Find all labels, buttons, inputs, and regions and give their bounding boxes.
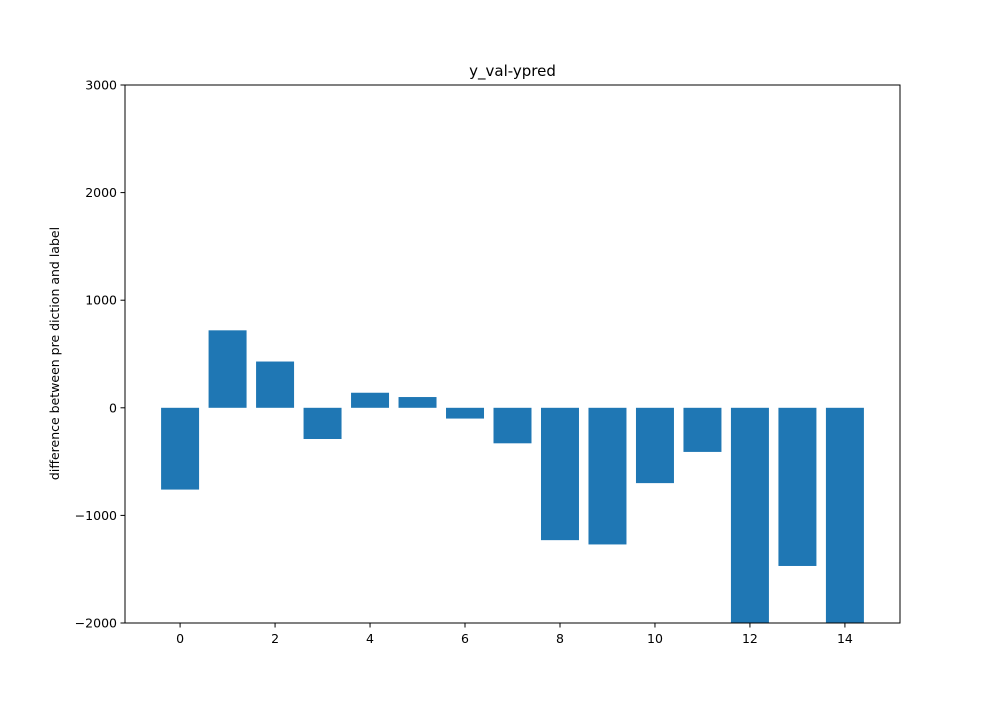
y-tick-label: −1000 [75,508,117,523]
plot-area-frame [124,84,901,624]
x-tick-label: 14 [837,631,853,646]
chart-title: y_val-ypred [469,62,556,81]
bar-4 [351,392,390,408]
bar-12 [730,407,769,623]
x-tick-label: 6 [461,631,469,646]
bar-13 [778,407,817,566]
y-tick-label: 2000 [85,185,117,200]
bars-group [161,330,864,623]
x-tick-label: 12 [742,631,758,646]
x-axis-ticks: 0 2 4 6 8 10 12 14 [176,623,853,646]
bar-14 [825,407,864,623]
x-tick-label: 4 [366,631,374,646]
bar-2 [256,361,295,408]
bar-3 [303,407,342,439]
x-tick-label: 8 [556,631,564,646]
y-tick-label: 0 [109,400,117,415]
bar-1 [208,330,247,408]
bar-9 [588,407,627,545]
y-tick-label: 3000 [85,78,117,93]
y-tick-label: −2000 [75,616,117,631]
y-axis-label: difference between pre diction and label [47,227,62,480]
y-axis-ticks: −2000 −1000 0 1000 2000 3000 [75,78,125,631]
x-tick-label: 0 [176,631,184,646]
y-tick-label: 1000 [85,293,117,308]
bar-6 [446,407,485,419]
bar-7 [493,407,532,444]
bar-10 [635,407,674,484]
x-tick-label: 2 [271,631,279,646]
bar-5 [398,397,437,408]
bar-8 [540,407,579,541]
bar-0 [161,407,200,490]
bar-11 [683,407,722,452]
x-tick-label: 10 [647,631,663,646]
